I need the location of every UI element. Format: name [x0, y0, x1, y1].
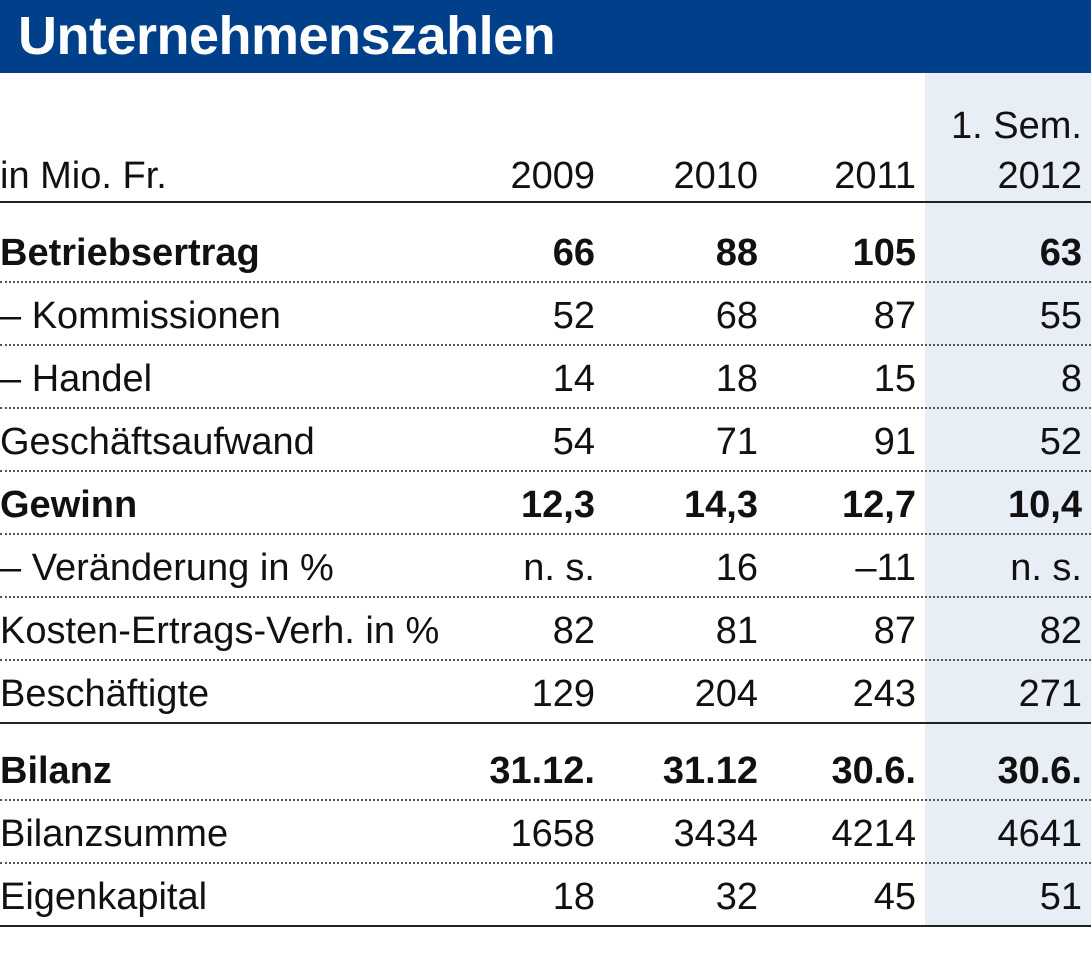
section-rule: [0, 925, 1091, 927]
header-col-2011: 2011: [834, 155, 916, 197]
highlight-column: [925, 73, 1091, 926]
title-bar: Unternehmenszahlen: [0, 0, 1091, 73]
section-rule: [0, 722, 1091, 724]
cell-sem-2012: 271: [1018, 673, 1082, 715]
row-divider: [0, 533, 1091, 535]
cell-sem-2012: 52: [1039, 421, 1082, 463]
cell-2009: 1658: [510, 813, 595, 855]
cell-sem-2012: 8: [1060, 358, 1082, 400]
cell-2011: 15: [873, 358, 916, 400]
row-label: Beschäftigte: [0, 673, 210, 715]
header-col-sem-line1: 1. Sem.: [951, 105, 1082, 147]
header-rule: [0, 201, 1091, 203]
cell-sem-2012: 51: [1039, 876, 1082, 918]
cell-2009: 52: [552, 295, 595, 337]
row-divider: [0, 862, 1091, 864]
cell-2010: 204: [694, 673, 758, 715]
row-divider: [0, 281, 1091, 283]
cell-2011: 45: [873, 876, 916, 918]
cell-2009: 82: [552, 610, 595, 652]
cell-2010: 32: [715, 876, 758, 918]
cell-2009: n. s.: [523, 547, 595, 589]
row-divider: [0, 344, 1091, 346]
cell-sem-2012: 55: [1039, 295, 1082, 337]
cell-2010: 81: [715, 610, 758, 652]
cell-2010: 31.12: [662, 750, 758, 792]
cell-sem-2012: 10,4: [1008, 484, 1082, 526]
cell-2010: 14,3: [684, 484, 758, 526]
header-col-2010: 2010: [673, 155, 758, 197]
cell-sem-2012: 4641: [997, 813, 1082, 855]
row-divider: [0, 470, 1091, 472]
row-label: – Handel: [0, 358, 153, 400]
cell-sem-2012: 30.6.: [997, 750, 1082, 792]
cell-2010: 71: [715, 421, 758, 463]
cell-sem-2012: n. s.: [1010, 547, 1082, 589]
cell-2009: 14: [552, 358, 595, 400]
row-label: Bilanz: [0, 750, 112, 792]
row-label: – Veränderung in %: [0, 547, 334, 589]
cell-2011: 91: [873, 421, 916, 463]
row-label: Bilanzsumme: [0, 813, 229, 855]
cell-2010: 68: [715, 295, 758, 337]
cell-2010: 18: [715, 358, 758, 400]
row-divider: [0, 799, 1091, 801]
cell-2011: 4214: [831, 813, 916, 855]
cell-2010: 16: [715, 547, 758, 589]
cell-2009: 54: [552, 421, 595, 463]
cell-2011: 87: [873, 610, 916, 652]
cell-2009: 66: [552, 232, 595, 274]
cell-2009: 18: [552, 876, 595, 918]
row-label: Betriebsertrag: [0, 232, 260, 274]
cell-2009: 129: [531, 673, 595, 715]
cell-2011: 12,7: [842, 484, 916, 526]
row-label: – Kommissionen: [0, 295, 281, 337]
row-label: Geschäftsaufwand: [0, 421, 315, 463]
cell-2011: 105: [852, 232, 916, 274]
header-col-sem-line2: 2012: [997, 155, 1082, 197]
cell-sem-2012: 82: [1039, 610, 1082, 652]
cell-2009: 31.12.: [489, 750, 595, 792]
cell-2010: 3434: [673, 813, 758, 855]
cell-2011: 243: [852, 673, 916, 715]
header-col-2009: 2009: [510, 155, 595, 197]
row-divider: [0, 407, 1091, 409]
table-title: Unternehmenszahlen: [18, 6, 556, 66]
cell-2010: 88: [715, 232, 758, 274]
header-unit-label: in Mio. Fr.: [0, 155, 167, 197]
row-label: Gewinn: [0, 484, 138, 526]
row-divider: [0, 596, 1091, 598]
row-label: Kosten-Ertrags-Verh. in %: [0, 610, 440, 652]
row-divider: [0, 659, 1091, 661]
row-label: Eigenkapital: [0, 876, 208, 918]
cell-2011: 30.6.: [831, 750, 916, 792]
cell-2011: 87: [873, 295, 916, 337]
cell-sem-2012: 63: [1039, 232, 1082, 274]
cell-2009: 12,3: [521, 484, 595, 526]
cell-2011: –11: [855, 547, 916, 589]
